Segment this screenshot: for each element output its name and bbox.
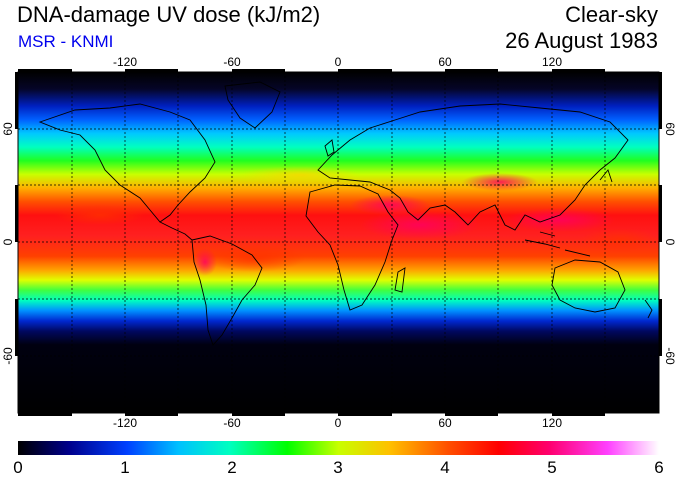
sky-condition-label: Clear-sky: [565, 2, 658, 27]
graticule: [18, 72, 659, 413]
lat-tick-left: 0: [1, 238, 15, 245]
chart-title: DNA-damage UV dose (kJ/m2): [17, 2, 321, 27]
colorbar-label: 3: [333, 458, 343, 477]
colorbar-label: 1: [120, 458, 130, 477]
colorbar-label: 6: [654, 458, 664, 477]
lon-tick-bottom: 0: [335, 416, 342, 430]
colorbar-label: 4: [440, 458, 450, 477]
lon-tick-bottom: -60: [223, 416, 241, 430]
colorbar-label: 5: [547, 458, 557, 477]
uv-dose-field: [18, 72, 659, 413]
lon-tick-top: 120: [542, 55, 562, 69]
lat-tick-right: 0: [663, 239, 677, 246]
data-source-label: MSR - KNMI: [18, 32, 114, 51]
colorbar: [18, 441, 659, 455]
lon-tick-bottom: -120: [113, 416, 137, 430]
lon-tick-top: -60: [223, 55, 241, 69]
lat-tick-right: 60: [663, 122, 677, 136]
lon-tick-bottom: 120: [542, 416, 562, 430]
lon-tick-bottom: 60: [438, 416, 452, 430]
lat-tick-right: -60: [663, 347, 677, 365]
lon-tick-top: -120: [113, 55, 137, 69]
lat-tick-left: 60: [1, 122, 15, 136]
colorbar-label: 0: [13, 458, 23, 477]
colorbar-label: 2: [227, 458, 237, 477]
date-label: 26 August 1983: [505, 28, 658, 53]
lat-tick-left: -60: [1, 347, 15, 365]
lon-tick-top: 0: [335, 55, 342, 69]
frame-scale-bars: [15, 69, 662, 416]
lon-tick-top: 60: [438, 55, 452, 69]
